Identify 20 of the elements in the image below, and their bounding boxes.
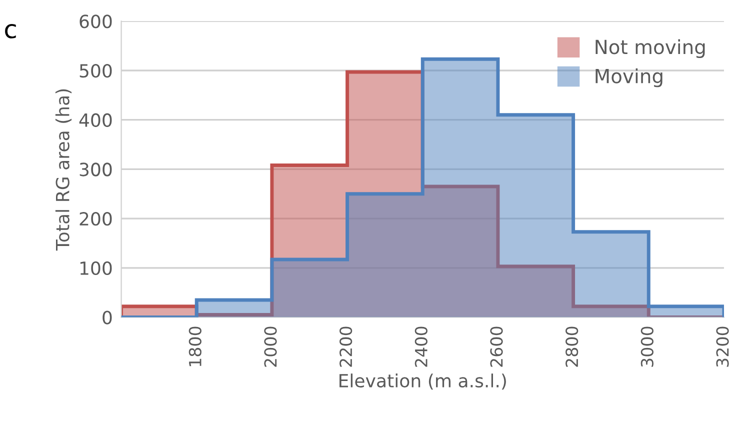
x-tick-label: 2200 [340, 326, 352, 367]
x-tick-label: 2000 [264, 326, 277, 367]
x-tick-label: 3200 [716, 326, 729, 367]
y-tick-label: 300 [80, 162, 112, 176]
text: c [5, 24, 16, 38]
legend-label: Moving [596, 68, 662, 88]
x-axis-title: Elevation (m a.s.l.) [340, 374, 506, 390]
y-tick-label: 100 [80, 261, 112, 276]
y-tick-label: 600 [80, 14, 112, 28]
y-tick-label: 500 [80, 64, 112, 78]
x-tick-label: 2800 [566, 326, 578, 367]
y-tick-label: 400 [79, 113, 112, 127]
x-tick-label: 1800 [188, 326, 202, 366]
y-tick-label: 0 [102, 310, 112, 324]
y-axis-title: Total RG area (ha) [55, 89, 72, 251]
x-tick-label: 2600 [490, 326, 503, 367]
legend-label: Not moving [596, 39, 705, 58]
x-tick-label: 3000 [640, 326, 654, 367]
x-tick-label: 2400 [414, 326, 428, 367]
y-tick-label: 200 [80, 212, 112, 226]
